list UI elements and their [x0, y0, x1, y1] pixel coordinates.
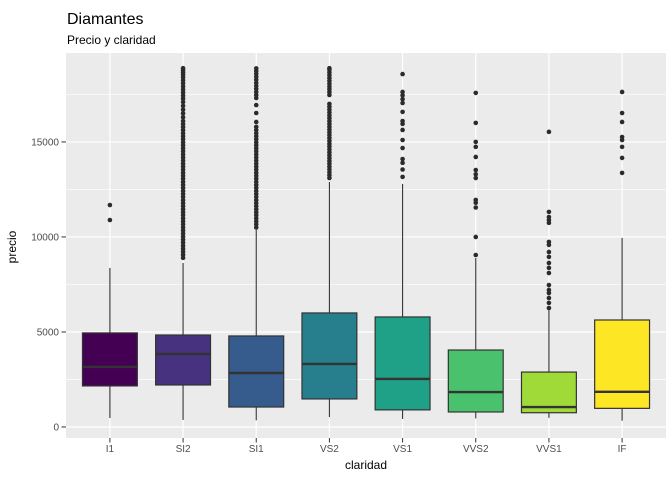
outlier-point — [253, 124, 259, 130]
box-SI2 — [155, 334, 212, 386]
outlier-point — [253, 102, 259, 108]
box-VS1 — [374, 316, 431, 411]
outlier-point — [546, 260, 552, 266]
x-tick-label: SI1 — [249, 444, 264, 455]
outlier-point — [473, 252, 479, 258]
outlier-point — [180, 111, 186, 116]
outlier-point — [619, 119, 625, 125]
outlier-point — [473, 171, 479, 177]
outlier-point — [327, 65, 332, 71]
x-tick-label: VVS1 — [536, 444, 562, 455]
outlier-point — [400, 93, 405, 98]
outlier-point — [180, 107, 186, 112]
x-tick-label: I1 — [106, 444, 115, 455]
outlier-point — [253, 110, 259, 116]
outlier-point — [327, 101, 332, 107]
outlier-point — [400, 71, 405, 77]
outlier-point — [473, 154, 479, 160]
outlier-point — [400, 109, 405, 115]
outlier-point — [400, 96, 405, 102]
box-VVS2 — [447, 349, 504, 413]
outlier-point — [473, 120, 479, 126]
outlier-point — [400, 145, 405, 151]
outlier-point — [546, 239, 552, 245]
outlier-point — [546, 305, 552, 311]
outlier-point — [619, 110, 625, 116]
outlier-point — [546, 282, 552, 288]
chart-subtitle: Precio y claridad — [67, 33, 156, 47]
box-I1 — [81, 332, 138, 387]
outlier-point — [107, 202, 113, 208]
outlier-point — [400, 118, 405, 124]
outlier-point — [400, 156, 405, 162]
y-axis-title: precio — [5, 230, 19, 263]
chart-title: Diamantes — [67, 11, 143, 28]
outlier-point — [546, 300, 552, 306]
box-VS2 — [301, 312, 358, 400]
outlier-point — [400, 160, 405, 166]
outlier-point — [619, 155, 625, 161]
outlier-point — [546, 129, 552, 135]
y-tick-label: 15000 — [31, 137, 59, 148]
outlier-point — [107, 217, 113, 223]
outlier-point — [619, 134, 625, 140]
outlier-point — [400, 167, 405, 172]
outlier-point — [546, 254, 552, 260]
outlier-point — [546, 287, 552, 293]
outlier-point — [253, 127, 259, 133]
outlier-point — [400, 89, 405, 95]
outlier-point — [400, 127, 405, 133]
y-tick-label: 10000 — [31, 232, 59, 243]
outlier-point — [180, 114, 186, 120]
outlier-point — [546, 270, 552, 276]
outlier-point — [473, 205, 479, 210]
outlier-point — [546, 214, 552, 220]
x-axis-title: claridad — [345, 458, 387, 472]
y-tick-label: 0 — [53, 422, 59, 433]
outlier-point — [473, 167, 479, 173]
outlier-point — [473, 197, 479, 203]
outlier-point — [473, 234, 479, 240]
outlier-point — [619, 89, 625, 95]
x-tick-label: VS1 — [393, 444, 412, 455]
outlier-point — [473, 175, 479, 181]
outlier-point — [400, 137, 405, 143]
outlier-point — [253, 66, 259, 71]
x-tick-label: SI2 — [176, 444, 191, 455]
outlier-point — [473, 139, 479, 145]
outlier-point — [180, 99, 186, 105]
box-IF — [594, 319, 651, 409]
outlier-point — [546, 209, 552, 215]
outlier-point — [546, 249, 552, 255]
outlier-point — [400, 174, 405, 180]
box-SI1 — [228, 335, 285, 408]
plot-panel: 0 5000 10000 15000 I1 SI2 SI1 VS2 VS1 VVS2 VVS1 IF — [31, 53, 666, 455]
outlier-point — [546, 295, 552, 301]
outlier-point — [619, 170, 625, 176]
x-tick-label: VVS2 — [463, 444, 489, 455]
y-tick-label: 5000 — [37, 327, 60, 338]
outlier-point — [253, 119, 259, 125]
outlier-point — [180, 118, 186, 124]
outlier-point — [619, 144, 625, 150]
x-tick-label: IF — [618, 444, 627, 455]
outlier-point — [180, 103, 186, 109]
outlier-point — [473, 144, 479, 150]
outlier-point — [473, 90, 479, 96]
x-tick-label: VS2 — [320, 444, 339, 455]
outlier-point — [180, 65, 186, 71]
outlier-point — [400, 100, 405, 106]
outlier-point — [546, 265, 552, 271]
